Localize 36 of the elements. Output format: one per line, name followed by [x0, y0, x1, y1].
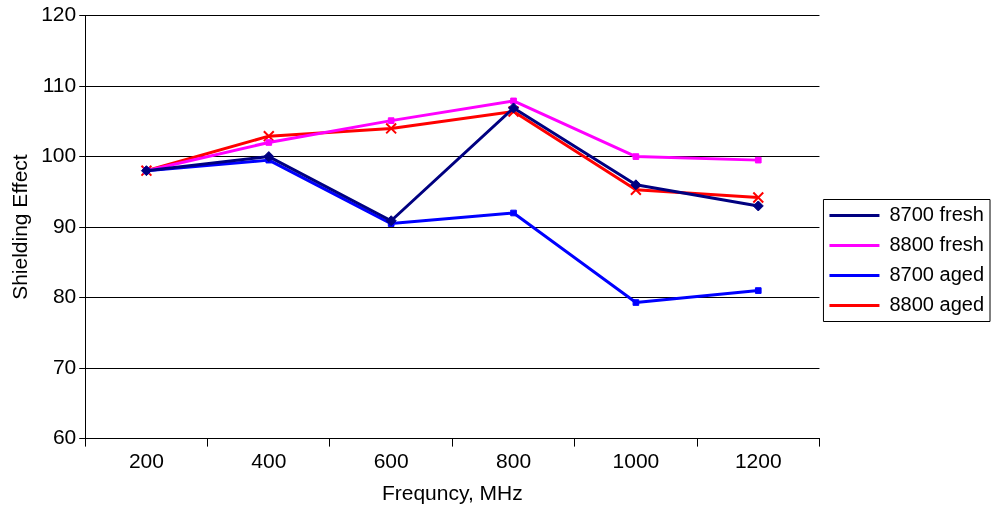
point	[754, 287, 762, 294]
point	[630, 179, 642, 191]
legend-label: 8800 fresh	[889, 233, 984, 256]
point	[632, 153, 640, 160]
y-tick-label: 60	[52, 425, 77, 449]
point	[752, 191, 765, 204]
y-tick-label: 120	[41, 2, 77, 26]
point	[387, 117, 395, 124]
x-tick-label: 800	[496, 449, 532, 472]
point	[508, 102, 520, 114]
x-tick-label: 400	[251, 449, 287, 472]
point	[385, 122, 398, 135]
point	[265, 139, 273, 146]
point	[754, 156, 762, 164]
y-tick-label: 100	[41, 143, 77, 167]
legend-label: 8800 aged	[889, 293, 985, 316]
point	[629, 183, 642, 196]
y-tick-label: 90	[52, 213, 77, 237]
point	[385, 215, 397, 227]
point	[752, 200, 764, 212]
point	[262, 130, 275, 143]
legend-label: 8700 fresh	[889, 203, 984, 226]
point	[632, 299, 640, 306]
x-tick-label: 1200	[734, 449, 782, 472]
legend-label: 8700 aged	[889, 263, 985, 286]
x-axis-title: Frequncy, MHz	[381, 481, 523, 505]
y-axis-title: Shielding Effect	[8, 154, 32, 300]
point	[510, 209, 517, 217]
y-tick-label: 80	[52, 284, 77, 308]
x-tick-label: 600	[373, 449, 409, 472]
y-tick-label: 110	[42, 72, 77, 96]
x-tick-label: 200	[128, 449, 164, 472]
point	[263, 151, 275, 163]
point	[510, 97, 517, 105]
x-tick-label: 1000	[612, 449, 660, 472]
y-tick-label: 70	[52, 354, 77, 378]
